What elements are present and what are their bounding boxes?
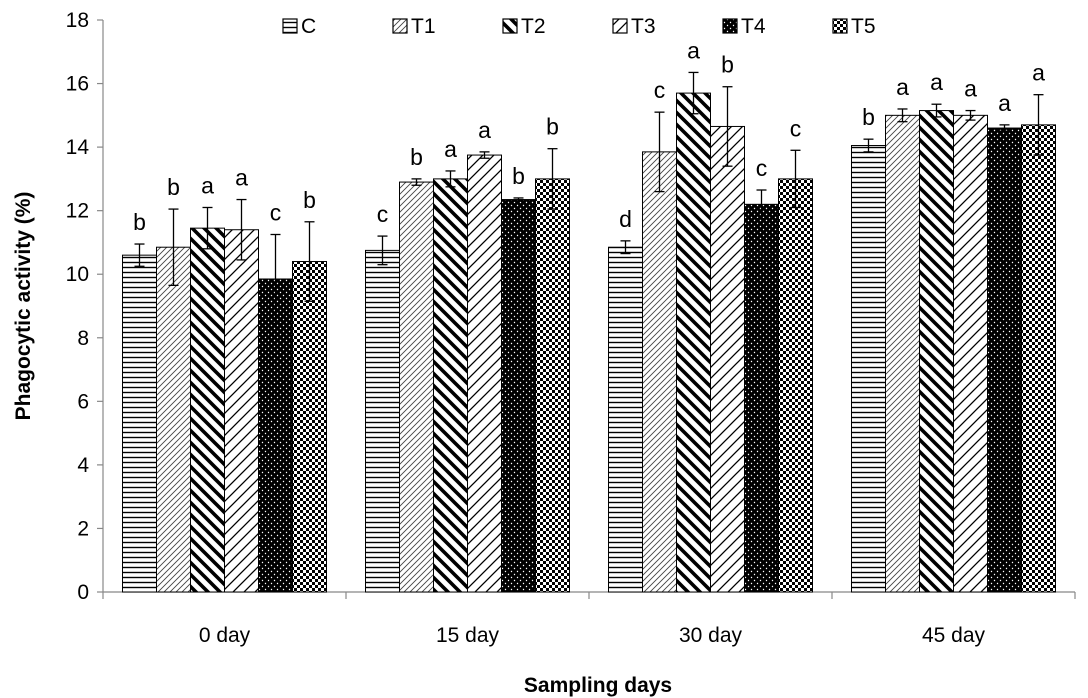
significance-letter: a — [1032, 60, 1045, 86]
legend-label: T3 — [631, 15, 656, 38]
x-axis-title: Sampling days — [524, 674, 672, 697]
bars-layer — [122, 92, 1056, 593]
y-tick-label: 18 — [66, 9, 89, 32]
legend-swatch — [282, 18, 298, 34]
significance-letter: a — [478, 117, 491, 143]
x-tick-label: 45 day — [922, 624, 986, 647]
significance-letter: a — [998, 90, 1011, 116]
bar — [535, 178, 570, 593]
legend-swatch — [392, 18, 408, 34]
significance-letter: b — [410, 144, 423, 170]
legend-label: T1 — [411, 15, 436, 38]
significance-letter: b — [862, 104, 875, 130]
significance-letter: d — [619, 206, 632, 232]
legend-swatch — [832, 18, 848, 34]
y-tick-label: 12 — [66, 200, 89, 223]
significance-letter: c — [756, 155, 768, 181]
significance-letter: a — [964, 76, 977, 102]
bar — [1021, 124, 1056, 593]
bar — [953, 114, 988, 593]
significance-letter: b — [303, 187, 316, 213]
bar — [885, 114, 920, 593]
legend-swatch — [612, 18, 628, 34]
bar — [224, 229, 259, 593]
x-tick-label: 15 day — [436, 624, 500, 647]
legend-swatch — [722, 18, 738, 34]
x-tick-label: 0 day — [199, 624, 251, 647]
bar — [919, 110, 954, 593]
significance-letter: b — [546, 114, 559, 140]
significance-letter: c — [790, 115, 802, 141]
significance-letter: a — [201, 172, 214, 198]
significance-letter: b — [721, 52, 734, 78]
y-tick-label: 16 — [66, 73, 89, 96]
legend: C T1 T2 T3 T4 T5 — [282, 15, 876, 38]
y-tick-label: 4 — [77, 454, 89, 477]
bar — [608, 246, 643, 593]
bar — [851, 145, 886, 593]
bar — [467, 154, 502, 593]
bar — [258, 278, 293, 593]
bar — [292, 261, 327, 593]
significance-letter: a — [687, 37, 700, 63]
y-tick-label: 8 — [77, 327, 89, 350]
bar — [676, 92, 711, 593]
legend-label: T2 — [521, 15, 546, 38]
bar — [190, 227, 225, 593]
y-tick-label: 2 — [77, 517, 89, 540]
legend-swatch — [502, 18, 518, 34]
bar — [642, 151, 677, 593]
significance-letter: b — [133, 209, 146, 235]
significance-letter: c — [654, 77, 666, 103]
significance-letter: b — [512, 163, 525, 189]
bar — [156, 246, 191, 593]
bar — [433, 178, 468, 593]
significance-letter: c — [270, 200, 282, 226]
bar — [501, 199, 536, 593]
y-tick-label: 6 — [77, 390, 89, 413]
y-axis-title: Phagocytic activity (%) — [12, 192, 35, 421]
legend-label: T5 — [851, 15, 876, 38]
bar — [365, 249, 400, 593]
bar — [710, 125, 745, 593]
legend-label: C — [301, 15, 316, 38]
significance-letter: a — [235, 165, 248, 191]
significance-letter: a — [896, 74, 909, 100]
y-tick-label: 10 — [66, 263, 89, 286]
bar — [744, 203, 779, 593]
significance-letter: b — [167, 174, 180, 200]
bar — [778, 178, 813, 593]
x-tick-label: 30 day — [679, 624, 743, 647]
y-tick-label: 14 — [66, 136, 90, 159]
legend-label: T4 — [741, 15, 766, 38]
significance-letter: a — [930, 69, 943, 95]
bar — [987, 127, 1022, 593]
bar — [399, 181, 434, 593]
error-bars-layer — [134, 71, 1044, 325]
y-axis: 0 2 4 6 8 10 12 14 16 18 — [66, 9, 104, 604]
y-tick-label: 0 — [77, 581, 89, 604]
significance-letter: c — [377, 201, 389, 227]
bar — [122, 254, 157, 593]
x-axis: 0 day 15 day 30 day 45 day — [102, 591, 1076, 647]
significance-letter: a — [444, 136, 457, 162]
